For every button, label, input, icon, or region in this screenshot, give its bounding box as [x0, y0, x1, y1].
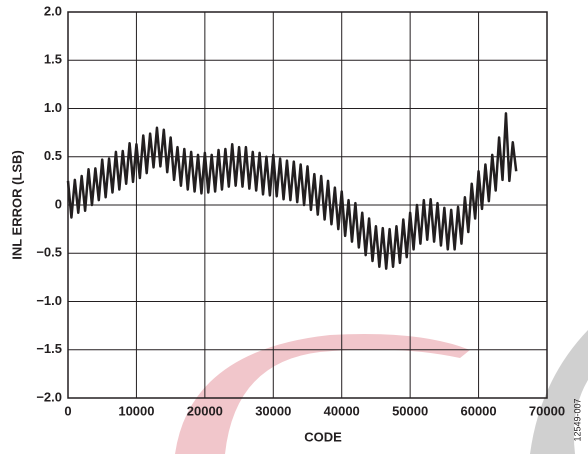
y-axis-title: INL ERROR (LSB): [9, 150, 24, 260]
watermark-red: [175, 334, 470, 454]
y-tick-label: 1.0: [44, 100, 62, 115]
y-tick-label: −1.0: [36, 293, 62, 308]
x-tick-label: 40000: [324, 403, 360, 418]
y-tick-label: 1.5: [44, 52, 62, 67]
watermark-gray: [530, 330, 588, 454]
x-tick-label: 10000: [118, 403, 154, 418]
y-tick-label: −1.5: [36, 341, 62, 356]
y-tick-label: 2.0: [44, 3, 62, 18]
x-tick-label: 0: [64, 403, 71, 418]
x-tick-label: 50000: [392, 403, 428, 418]
x-axis-title: CODE: [304, 429, 342, 444]
x-tick-label: 30000: [255, 403, 291, 418]
figure-id: 12549-007: [572, 398, 582, 441]
y-tick-label: 0.5: [44, 148, 62, 163]
x-tick-label: 60000: [460, 403, 496, 418]
x-tick-label: 20000: [187, 403, 223, 418]
y-tick-label: 0: [55, 196, 62, 211]
x-tick-label: 70000: [529, 403, 565, 418]
data-line: [66, 112, 518, 270]
y-tick-label: −0.5: [36, 245, 62, 260]
y-tick-label: −2.0: [36, 389, 62, 404]
plot-frame: [67, 11, 548, 399]
